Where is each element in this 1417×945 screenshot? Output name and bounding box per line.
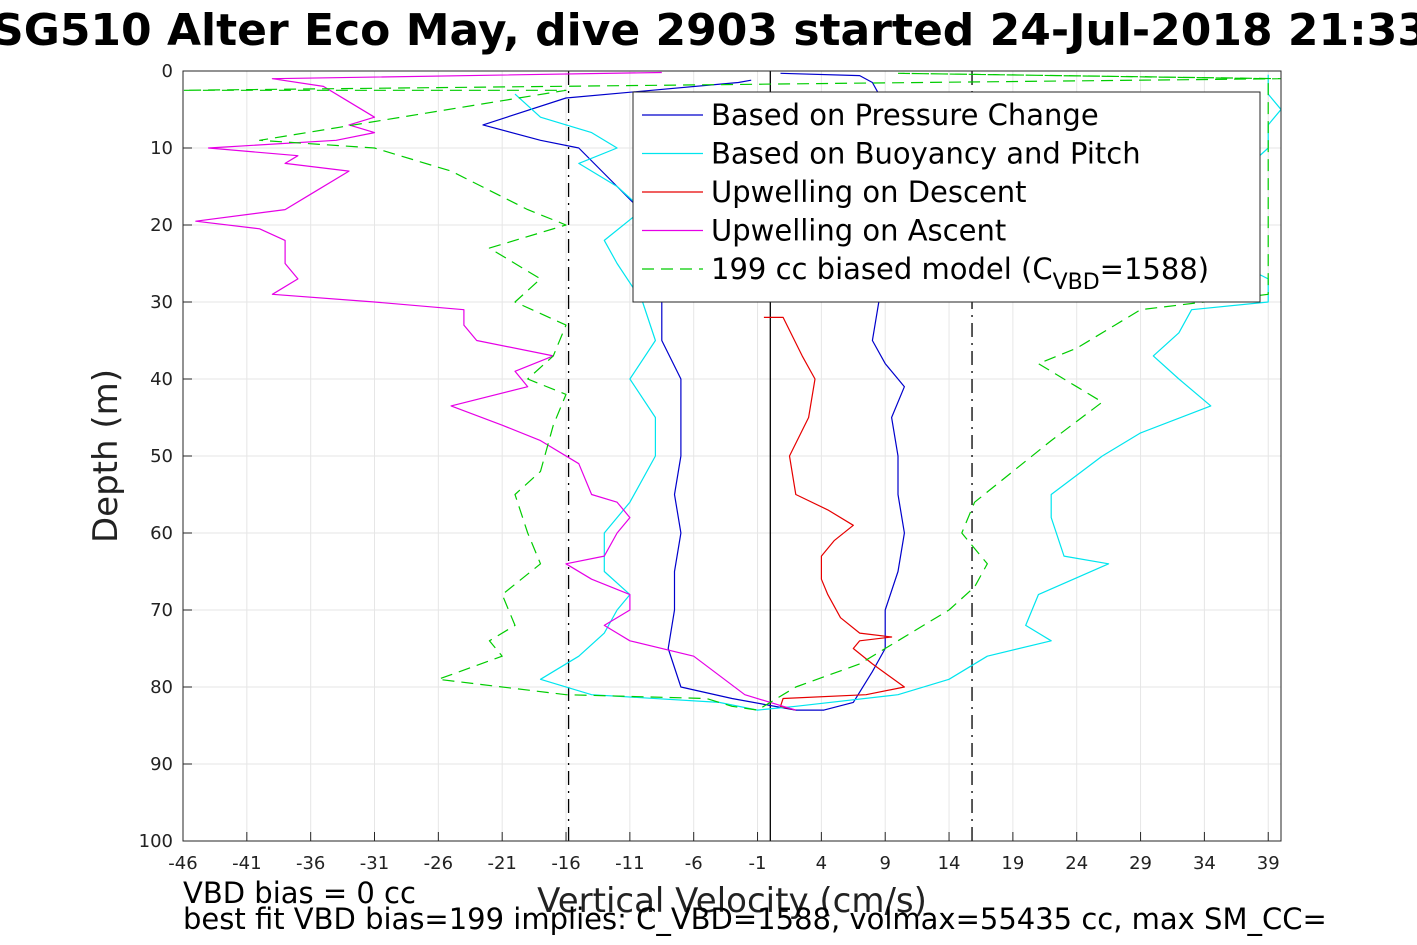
- legend-label: Upwelling on Descent: [711, 175, 1027, 209]
- x-tick-label: 29: [1129, 853, 1152, 874]
- y-tick-label: 100: [139, 831, 173, 852]
- legend: Based on Pressure Change Based on Buoyanc…: [632, 91, 1261, 303]
- x-tick-label: -31: [360, 853, 389, 874]
- series-line-2: [763, 316, 906, 711]
- y-tick-label: 60: [150, 523, 173, 544]
- chart-title: SG510 Alter Eco May, dive 2903 started 2…: [0, 5, 1417, 56]
- ticks: -46 -41 -36 -31 -26 -21 -16 -11 -6 -1 4 9 14 19 24 29 34…: [139, 61, 1280, 874]
- x-tick-label: 9: [879, 853, 890, 874]
- y-tick-label: 90: [150, 754, 173, 775]
- x-tick-label: 14: [938, 853, 961, 874]
- legend-label-tail: =1588): [1100, 252, 1209, 286]
- y-tick-label: 50: [150, 446, 173, 467]
- series-line-4: [183, 72, 1281, 711]
- x-tick-label: 4: [816, 853, 827, 874]
- legend-label: Upwelling on Ascent: [711, 214, 1006, 248]
- y-tick-label: 70: [150, 600, 173, 621]
- x-tick-label: -16: [551, 853, 580, 874]
- legend-label: 199 cc biased model (CVBD=1588): [711, 252, 1209, 295]
- x-tick-label: -1: [749, 853, 767, 874]
- x-tick-label: 34: [1193, 853, 1216, 874]
- y-tick-label: 10: [150, 138, 173, 159]
- footer-line-1: VBD bias = 0 cc: [183, 876, 416, 910]
- legend-label: Based on Pressure Change: [711, 98, 1099, 132]
- x-tick-label: -11: [615, 853, 644, 874]
- x-axis-label: Vertical Velocity (cm/s): [537, 881, 927, 921]
- x-tick-label: -46: [168, 853, 197, 874]
- x-tick-label: -21: [487, 853, 516, 874]
- x-tick-label: -41: [232, 853, 261, 874]
- y-tick-label: 20: [150, 215, 173, 236]
- x-tick-label: 39: [1257, 853, 1280, 874]
- series-line-3: [195, 71, 796, 711]
- y-tick-label: 40: [150, 369, 173, 390]
- footer-line-2: best fit VBD bias=199 implies: C_VBD=158…: [183, 902, 1327, 936]
- legend-label-main: 199 cc biased model (C: [711, 252, 1053, 286]
- y-axis-label: Depth (m): [86, 369, 126, 543]
- x-tick-label: -6: [685, 853, 703, 874]
- legend-box: [632, 91, 1261, 303]
- y-tick-label: 0: [162, 61, 173, 82]
- y-tick-label: 80: [150, 677, 173, 698]
- y-tick-label: 30: [150, 292, 173, 313]
- x-tick-label: -26: [424, 853, 453, 874]
- x-tick-label: 19: [1001, 853, 1024, 874]
- legend-label-subscript: VBD: [1053, 270, 1100, 295]
- x-tick-label: 24: [1065, 853, 1088, 874]
- legend-label: Based on Buoyancy and Pitch: [711, 137, 1141, 171]
- x-tick-label: -36: [296, 853, 325, 874]
